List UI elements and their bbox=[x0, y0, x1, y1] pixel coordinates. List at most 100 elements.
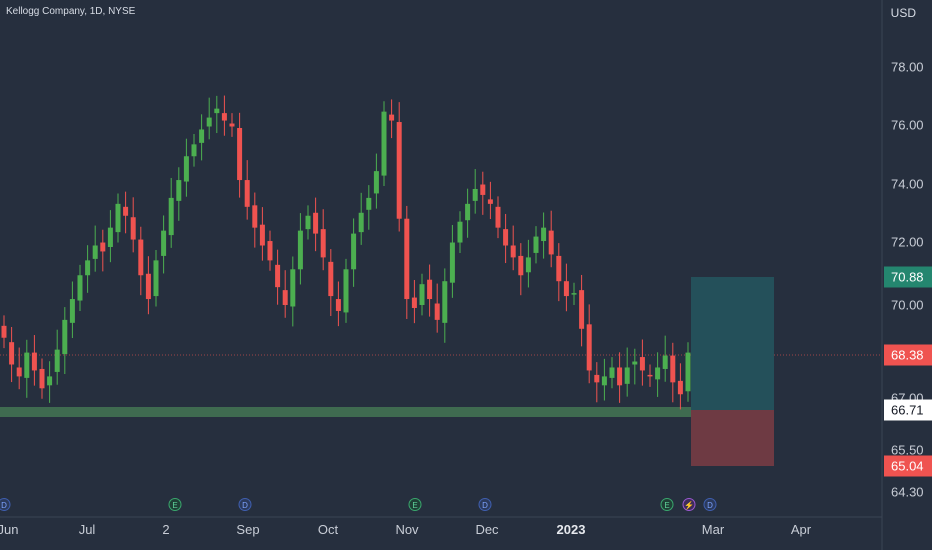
position-stop-zone[interactable] bbox=[691, 410, 774, 466]
candle bbox=[275, 249, 281, 305]
candle bbox=[571, 282, 577, 305]
x-tick: Nov bbox=[395, 522, 419, 537]
candle bbox=[442, 268, 448, 343]
candle bbox=[77, 264, 83, 311]
dividend-icon[interactable]: D bbox=[0, 498, 11, 511]
candle bbox=[199, 114, 205, 161]
candle bbox=[601, 358, 607, 401]
x-tick: Jun bbox=[0, 522, 19, 537]
candle bbox=[221, 95, 227, 136]
dividend-icon[interactable]: D bbox=[703, 498, 717, 511]
x-tick: 2 bbox=[162, 522, 170, 537]
earnings-icon[interactable]: E bbox=[408, 498, 422, 511]
candle bbox=[449, 224, 455, 298]
candle bbox=[328, 249, 334, 317]
candle bbox=[617, 352, 623, 403]
candle bbox=[624, 347, 630, 397]
candle bbox=[85, 245, 91, 293]
candle bbox=[335, 281, 341, 327]
candle bbox=[313, 197, 319, 252]
candle bbox=[267, 230, 273, 271]
candle bbox=[252, 192, 258, 248]
candle bbox=[191, 133, 197, 167]
candle bbox=[229, 113, 235, 137]
candle bbox=[138, 226, 144, 296]
candle bbox=[639, 339, 645, 386]
last-price-tag: 68.38 bbox=[884, 344, 932, 366]
y-tick: 64.30 bbox=[891, 484, 924, 500]
x-tick: Dec bbox=[475, 522, 499, 537]
candle bbox=[366, 185, 372, 230]
candles-layer bbox=[1, 95, 691, 410]
candle bbox=[123, 191, 129, 234]
candle bbox=[1, 315, 7, 349]
candle bbox=[92, 225, 98, 272]
candle bbox=[457, 211, 463, 253]
currency-label[interactable]: USD bbox=[890, 6, 916, 20]
candle bbox=[563, 263, 569, 312]
y-tick: 78.00 bbox=[891, 59, 924, 75]
candle bbox=[465, 188, 471, 238]
candle bbox=[632, 348, 638, 385]
candle bbox=[594, 362, 600, 403]
candle bbox=[373, 153, 379, 209]
candle bbox=[586, 304, 592, 384]
candle bbox=[579, 274, 585, 347]
x-tick: Jul bbox=[78, 522, 96, 537]
split-icon[interactable]: ⚡ bbox=[682, 498, 696, 511]
candle bbox=[472, 169, 478, 214]
y-tick: 65.50 bbox=[891, 442, 924, 458]
candle bbox=[282, 270, 288, 318]
y-tick: 70.00 bbox=[891, 297, 924, 313]
candle bbox=[381, 101, 387, 186]
entry-price-tag: 66.71 bbox=[884, 399, 932, 421]
candle bbox=[115, 193, 121, 243]
position-target-zone[interactable] bbox=[691, 277, 774, 410]
support-zone[interactable] bbox=[0, 407, 692, 417]
earnings-icon[interactable]: E bbox=[168, 498, 182, 511]
candle bbox=[480, 171, 486, 215]
dividend-icon[interactable]: D bbox=[238, 498, 252, 511]
earnings-icon[interactable]: E bbox=[660, 498, 674, 511]
candle bbox=[685, 342, 691, 402]
x-tick: Sep bbox=[236, 522, 260, 537]
candle bbox=[358, 192, 364, 245]
x-tick: 2023 bbox=[556, 522, 586, 537]
zones-layer bbox=[0, 277, 882, 466]
candle bbox=[389, 99, 395, 139]
candle bbox=[647, 364, 653, 387]
dividend-icon[interactable]: D bbox=[478, 498, 492, 511]
candle bbox=[62, 307, 68, 375]
axes-layer bbox=[0, 0, 883, 550]
candle bbox=[343, 258, 349, 323]
candle bbox=[16, 347, 22, 390]
candle bbox=[427, 264, 433, 317]
candle bbox=[677, 363, 683, 410]
candle bbox=[31, 335, 37, 386]
target-price-tag: 70.88 bbox=[884, 266, 932, 288]
candle bbox=[556, 243, 562, 302]
candle bbox=[510, 225, 516, 271]
candle bbox=[107, 210, 113, 263]
candle bbox=[655, 352, 661, 397]
candle bbox=[100, 229, 106, 272]
candle bbox=[434, 283, 440, 333]
candle bbox=[130, 197, 136, 253]
candle bbox=[153, 249, 159, 307]
symbol-title: Kellogg Company, 1D, NYSE bbox=[6, 6, 136, 17]
candle bbox=[548, 210, 554, 268]
candle bbox=[419, 273, 425, 316]
candle bbox=[39, 358, 45, 399]
candle bbox=[487, 181, 493, 220]
candle bbox=[183, 138, 189, 197]
candle bbox=[404, 205, 410, 319]
stop-price-tag: 65.04 bbox=[884, 455, 932, 477]
candle bbox=[518, 243, 524, 296]
candle bbox=[47, 361, 53, 403]
candle bbox=[290, 256, 296, 327]
candle bbox=[237, 112, 243, 198]
y-tick: 72.00 bbox=[891, 234, 924, 250]
candle bbox=[9, 327, 15, 383]
candle bbox=[351, 218, 357, 287]
